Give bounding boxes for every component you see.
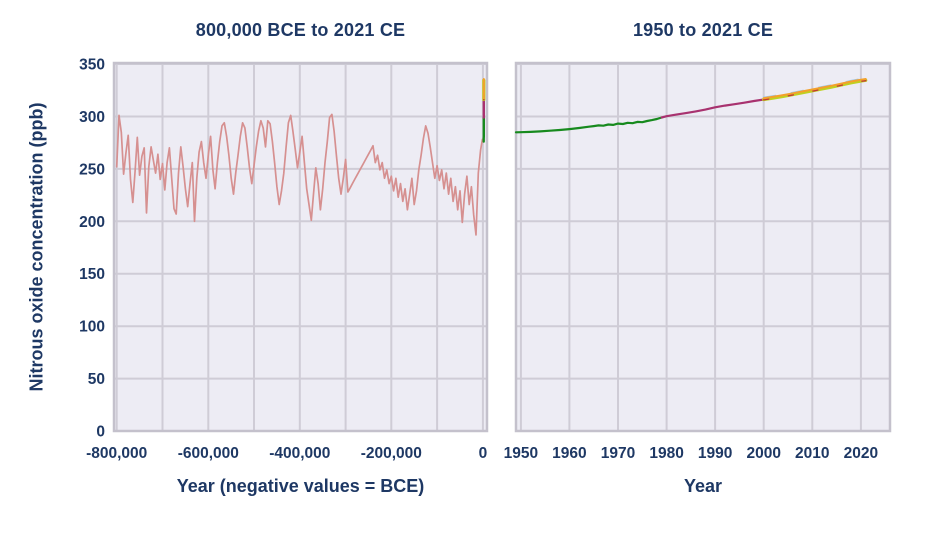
x-tick-label: 2010 <box>795 445 829 462</box>
x-tick-label: -200,000 <box>361 445 422 462</box>
x-tick-label: 1990 <box>698 445 732 462</box>
crimson-record-line <box>762 79 867 101</box>
x-tick-label: -600,000 <box>178 445 239 462</box>
x-tick-label: 0 <box>479 445 488 462</box>
y-tick-label: 50 <box>88 371 105 388</box>
plot-border <box>514 61 892 433</box>
x-tick-label: -400,000 <box>269 445 330 462</box>
left-chart-title: 800,000 BCE to 2021 CE <box>195 20 406 40</box>
x-tick-label: 1980 <box>649 445 683 462</box>
plot-border <box>112 61 489 433</box>
magenta-record-line <box>660 98 765 119</box>
right-x-axis-label: Year <box>683 476 723 496</box>
chart-left-panel: -800,000 -600,000 -400,000 -200,000 0 0 50 100 1… <box>79 57 489 462</box>
x-tick-label: 2020 <box>844 445 878 462</box>
right-chart-title: 1950 to 2021 CE <box>632 20 774 40</box>
y-tick-label: 200 <box>79 214 105 231</box>
ice-core-line <box>115 113 484 236</box>
plot-background <box>516 63 890 431</box>
x-tick-label: 1960 <box>552 445 586 462</box>
orange-record-line <box>762 78 867 100</box>
y-tick-label: 150 <box>79 266 105 283</box>
y-tick-label: 100 <box>79 319 105 336</box>
y-axis-label: Nitrous oxide concentration (ppb) <box>26 102 47 392</box>
x-tick-label: -800,000 <box>86 445 147 462</box>
y-tick-label: 300 <box>79 109 105 126</box>
x-tick-label: 1950 <box>504 445 538 462</box>
chart-right-panel: 1950 1960 1970 1980 1990 2000 2010 2020 <box>504 61 892 462</box>
green-record-line <box>514 116 663 134</box>
y-tick-label: 250 <box>79 161 105 178</box>
left-x-axis-label: Year (negative values = BCE) <box>176 476 425 496</box>
x-tick-label: 2000 <box>746 445 780 462</box>
y-tick-label: 0 <box>96 424 105 441</box>
y-tick-label: 350 <box>79 57 105 74</box>
x-tick-label: 1970 <box>601 445 635 462</box>
